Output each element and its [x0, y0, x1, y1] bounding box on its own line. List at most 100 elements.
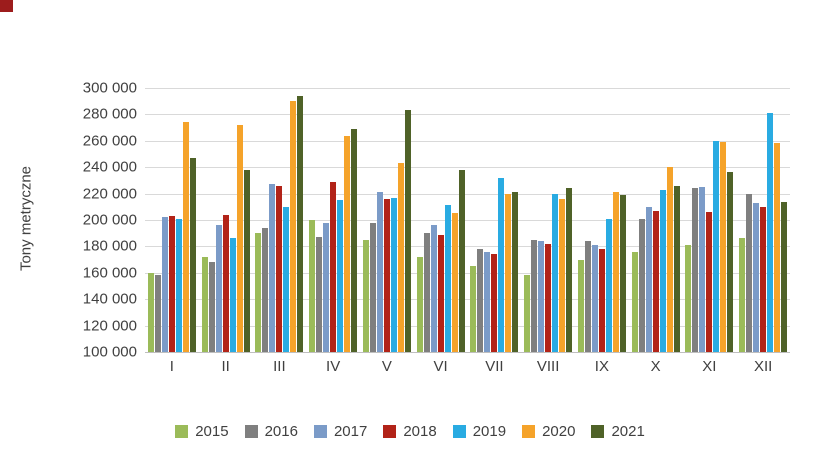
bar-2020	[182, 122, 189, 352]
x-axis-label: IV	[326, 358, 341, 375]
bar-2015	[524, 275, 531, 352]
gridline	[145, 272, 790, 274]
legend-item-2020: 2020	[522, 423, 575, 440]
bar-2015	[362, 239, 369, 352]
bar-2018	[491, 254, 498, 352]
bar-2016	[531, 239, 538, 352]
legend-label: 2015	[195, 423, 229, 440]
legend-item-2015: 2015	[175, 423, 229, 440]
bar-2019	[498, 177, 505, 352]
gridline	[145, 325, 790, 327]
x-axis-label: V	[381, 358, 392, 375]
legend-swatch-icon	[452, 425, 466, 438]
legend-swatch-icon	[522, 425, 536, 438]
legend-label: 2017	[333, 423, 368, 440]
legend-label: 2018	[403, 423, 437, 440]
bar-2021	[404, 110, 411, 352]
bar-2019	[390, 197, 397, 352]
gridline	[145, 246, 790, 248]
bar-2020	[290, 101, 297, 352]
bar-2021	[189, 157, 196, 352]
bar-2019	[713, 140, 720, 352]
bar-2016	[584, 241, 591, 352]
bar-2016	[262, 227, 269, 352]
x-axis-label: XII	[753, 358, 773, 375]
bar-2017	[430, 225, 437, 352]
plot-container: 100 000 120 000 140 000 160 000 180 000 200 0…	[83, 80, 790, 361]
bar-2015	[577, 259, 584, 352]
bar-2019	[605, 218, 612, 352]
legend-label: 2019	[472, 423, 507, 440]
bar-2021	[351, 128, 358, 352]
gridline	[145, 140, 790, 142]
x-axis-label: IX	[594, 358, 609, 375]
bar-2018	[760, 206, 767, 352]
gridline	[145, 88, 790, 89]
bar-2016	[154, 275, 161, 352]
bar-2016	[369, 222, 376, 352]
bar-2018	[222, 214, 229, 352]
x-axis-label: II	[221, 358, 230, 375]
bar-2016	[423, 233, 430, 352]
bar-2015	[147, 272, 154, 352]
bar-2016	[208, 262, 215, 352]
bar-group-I	[145, 88, 199, 352]
bar-2015	[631, 251, 638, 352]
bar-2018	[652, 210, 659, 352]
bar-group-X	[629, 88, 683, 352]
legend-item-2017: 2017	[313, 423, 368, 440]
legend-label: 2016	[264, 423, 298, 440]
y-axis-tick-label: 200 000	[82, 211, 137, 229]
bar-2021	[566, 188, 573, 352]
legend-swatch-icon	[175, 425, 189, 438]
bar-2021	[297, 95, 304, 352]
bar-2020	[236, 124, 243, 352]
bar-2016	[477, 249, 484, 352]
bar-2019	[229, 238, 236, 352]
bar-2021	[781, 201, 788, 352]
bar-2015	[470, 266, 477, 352]
bar-2021	[727, 172, 734, 352]
bar-2018	[545, 243, 552, 352]
bar-2018	[330, 181, 337, 352]
gridline	[145, 299, 790, 301]
legend-item-2018: 2018	[383, 423, 437, 440]
y-axis-tick-label: 160 000	[82, 264, 137, 282]
legend-item-2016: 2016	[244, 423, 298, 440]
bar-group-XII	[736, 88, 790, 352]
y-axis-tick-label: 240 000	[82, 158, 137, 176]
x-axis-label: VII	[485, 358, 504, 375]
gridline	[145, 220, 790, 221]
bar-2017	[161, 217, 168, 352]
bar-2016	[316, 237, 323, 352]
bar-2021	[243, 169, 250, 352]
x-axis-label: I	[169, 358, 174, 375]
bar-groups	[145, 88, 790, 352]
bar-2018	[168, 216, 175, 352]
bar-2019	[337, 200, 344, 352]
y-axis-tick-label: 100 000	[82, 343, 137, 361]
x-axis-label: III	[273, 358, 286, 375]
y-axis-tick-label: 120 000	[82, 317, 137, 335]
bar-2019	[659, 189, 666, 352]
y-axis-tick-label: 260 000	[82, 132, 137, 150]
bar-2019	[444, 205, 451, 352]
legend-label: 2021	[611, 423, 645, 440]
legend: 2015 2016 2017 2018 2019 2020 2021	[0, 423, 820, 440]
x-axis-labels: I II III IV V VI VII VIII IX X XI XII	[145, 358, 790, 375]
bar-group-IV	[306, 88, 360, 352]
legend-swatch-icon	[383, 425, 397, 438]
y-axis-title: Tony metryczne	[17, 165, 35, 272]
bar-2020	[720, 142, 727, 352]
bar-group-VIII	[521, 88, 575, 352]
bar-2017	[269, 184, 276, 352]
bar-2020	[612, 192, 619, 352]
gridline	[145, 352, 790, 353]
y-axis-tick-label: 300 000	[82, 79, 137, 97]
bar-2017	[591, 245, 598, 352]
legend-swatch-icon	[591, 425, 605, 438]
bar-2015	[201, 256, 208, 352]
legend-swatch-icon	[313, 425, 327, 438]
bar-group-VII	[468, 88, 522, 352]
